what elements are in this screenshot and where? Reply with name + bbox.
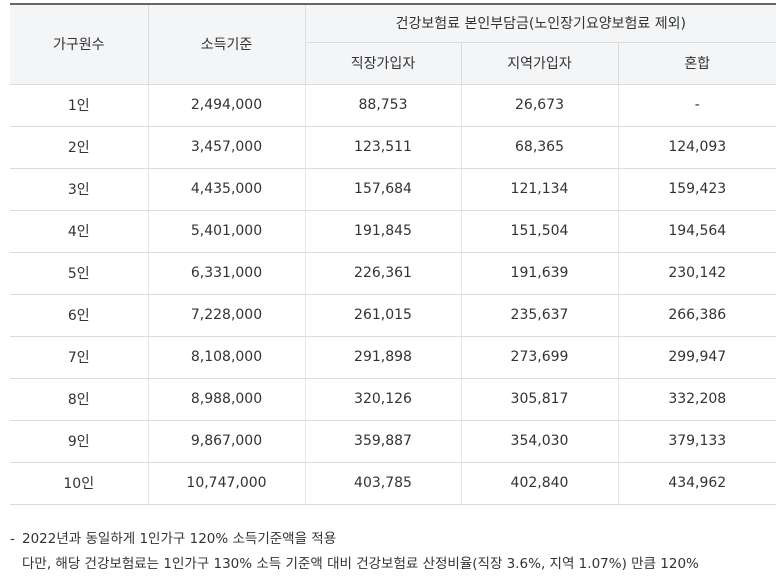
table-row: 9인 9,867,000 359,887 354,030 379,133 xyxy=(10,420,776,463)
table-row: 10인 10,747,000 403,785 402,840 434,962 xyxy=(10,462,776,505)
table-cell: 403,785 xyxy=(304,462,461,505)
table-cell: 354,030 xyxy=(460,420,618,463)
table-cell: 151,504 xyxy=(460,210,618,253)
note-marker: - xyxy=(10,531,15,547)
table-row: 8인 8,988,000 320,126 305,817 332,208 xyxy=(10,378,776,421)
table-cell: 1인 xyxy=(10,84,148,127)
table-cell: - xyxy=(617,84,776,127)
table-cell: 191,845 xyxy=(304,210,461,253)
table-row: 3인 4,435,000 157,684 121,134 159,423 xyxy=(10,168,776,211)
table-cell: 157,684 xyxy=(304,168,461,211)
table-cell: 3인 xyxy=(10,168,148,211)
table-cell: 226,361 xyxy=(304,252,461,295)
table-cell: 320,126 xyxy=(304,378,461,421)
table-cell: 8,108,000 xyxy=(147,336,305,379)
table-cell: 121,134 xyxy=(460,168,618,211)
table-cell: 273,699 xyxy=(460,336,618,379)
premium-table: 가구원수 소득기준 건강보험료 본인부담금(노인장기요양보험료 제외) 직장가입… xyxy=(10,3,776,505)
table-cell: 402,840 xyxy=(460,462,618,505)
table-cell: 159,423 xyxy=(617,168,776,211)
table-cell: 261,015 xyxy=(304,294,461,337)
table-cell: 6인 xyxy=(10,294,148,337)
table-cell: 8인 xyxy=(10,378,148,421)
table-cell: 3,457,000 xyxy=(147,126,305,169)
table-cell: 5인 xyxy=(10,252,148,295)
table-cell: 5,401,000 xyxy=(147,210,305,253)
table-cell: 26,673 xyxy=(460,84,618,127)
table-cell: 9인 xyxy=(10,420,148,463)
table-cell: 6,331,000 xyxy=(147,252,305,295)
table-cell: 266,386 xyxy=(617,294,776,337)
table-row: 2인 3,457,000 123,511 68,365 124,093 xyxy=(10,126,776,169)
table-cell: 124,093 xyxy=(617,126,776,169)
table-cell: 299,947 xyxy=(617,336,776,379)
note-text: 다만, 해당 건강보험료는 1인가구 130% 소득 기준액 대비 건강보험료 … xyxy=(22,556,699,572)
table-cell: 379,133 xyxy=(617,420,776,463)
table-cell: 7,228,000 xyxy=(147,294,305,337)
header-cell: 건강보험료 본인부담금(노인장기요양보험료 제외) xyxy=(304,4,776,43)
header-cell: 가구원수 xyxy=(10,4,149,85)
table-cell: 291,898 xyxy=(304,336,461,379)
note-line: 다만, 해당 건강보험료는 1인가구 130% 소득 기준액 대비 건강보험료 … xyxy=(10,552,699,577)
header-cell: 지역가입자 xyxy=(460,42,619,85)
table-cell: 9,867,000 xyxy=(147,420,305,463)
table-cell: 123,511 xyxy=(304,126,461,169)
table-cell: 8,988,000 xyxy=(147,378,305,421)
header-cell: 소득기준 xyxy=(147,4,306,85)
table-row: 5인 6,331,000 226,361 191,639 230,142 xyxy=(10,252,776,295)
note-line: -2022년과 동일하게 1인가구 120% 소득기준액을 적용 xyxy=(10,527,699,552)
table-cell: 68,365 xyxy=(460,126,618,169)
table-row: 7인 8,108,000 291,898 273,699 299,947 xyxy=(10,336,776,379)
table-cell: 7인 xyxy=(10,336,148,379)
header-cell: 혼합 xyxy=(617,42,776,85)
table-cell: 88,753 xyxy=(304,84,461,127)
header-cell: 직장가입자 xyxy=(305,42,462,85)
table-cell: 230,142 xyxy=(617,252,776,295)
table-cell: 359,887 xyxy=(304,420,461,463)
table-cell: 332,208 xyxy=(617,378,776,421)
table-row: 4인 5,401,000 191,845 151,504 194,564 xyxy=(10,210,776,253)
table-cell: 2인 xyxy=(10,126,148,169)
notes: -2022년과 동일하게 1인가구 120% 소득기준액을 적용 다만, 해당 … xyxy=(10,527,699,577)
table-row: 6인 7,228,000 261,015 235,637 266,386 xyxy=(10,294,776,337)
table-cell: 4,435,000 xyxy=(147,168,305,211)
table-cell: 194,564 xyxy=(617,210,776,253)
table-cell: 10,747,000 xyxy=(147,462,305,505)
table-cell: 4인 xyxy=(10,210,148,253)
table-cell: 305,817 xyxy=(460,378,618,421)
table-row: 1인 2,494,000 88,753 26,673- xyxy=(10,84,776,127)
table-cell: 191,639 xyxy=(460,252,618,295)
table-cell: 10인 xyxy=(10,462,148,505)
table-cell: 434,962 xyxy=(617,462,776,505)
table-body: 1인 2,494,000 88,753 26,673-2인 3,457,000 123,5… xyxy=(10,84,776,505)
note-text: 2022년과 동일하게 1인가구 120% 소득기준액을 적용 xyxy=(22,531,337,547)
table-cell: 2,494,000 xyxy=(147,84,305,127)
table-cell: 235,637 xyxy=(460,294,618,337)
